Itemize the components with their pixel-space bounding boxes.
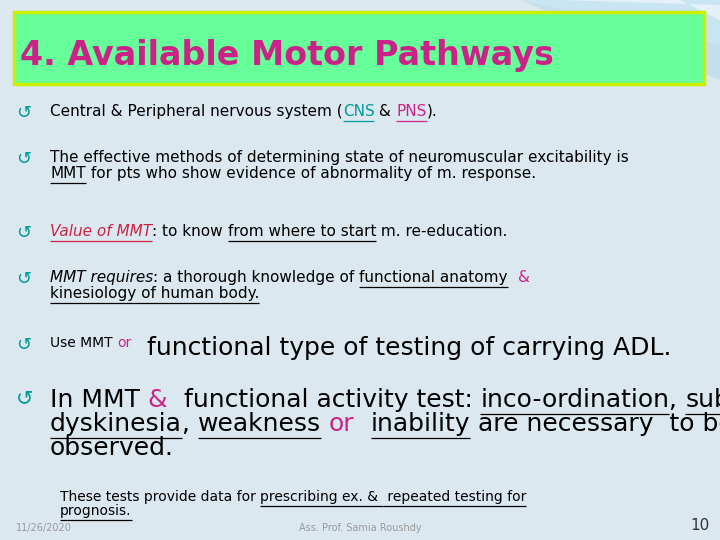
Text: Use MMT: Use MMT bbox=[50, 336, 117, 350]
Bar bbox=[14, 12, 704, 84]
Text: &: & bbox=[518, 270, 530, 285]
Text: prognosis.: prognosis. bbox=[60, 504, 132, 518]
Text: 10: 10 bbox=[690, 518, 710, 533]
Text: are necessary  to be: are necessary to be bbox=[470, 412, 720, 436]
Text: or: or bbox=[117, 336, 131, 350]
Text: from where to start: from where to start bbox=[228, 224, 376, 239]
Text: kinesiology of human body.: kinesiology of human body. bbox=[50, 286, 259, 301]
Text: ↺: ↺ bbox=[16, 270, 31, 288]
Text: MMT: MMT bbox=[50, 166, 86, 181]
Text: repeated testing for: repeated testing for bbox=[382, 490, 526, 504]
Text: Ass. Prof. Samia Roushdy: Ass. Prof. Samia Roushdy bbox=[299, 523, 421, 533]
Text: ↺: ↺ bbox=[16, 104, 31, 122]
Polygon shape bbox=[520, 0, 720, 45]
Polygon shape bbox=[400, 0, 720, 80]
Text: substitution: substitution bbox=[685, 388, 720, 412]
Text: m. re-education.: m. re-education. bbox=[376, 224, 508, 239]
Text: dyskinesia: dyskinesia bbox=[50, 412, 182, 436]
Text: 11/26/2020: 11/26/2020 bbox=[16, 523, 72, 533]
Text: ↺: ↺ bbox=[16, 150, 31, 168]
Text: : a thorough knowledge of: : a thorough knowledge of bbox=[153, 270, 359, 285]
Text: inability: inability bbox=[371, 412, 470, 436]
Text: for pts who show evidence of abnormality of m. response.: for pts who show evidence of abnormality… bbox=[86, 166, 536, 181]
Text: ↺: ↺ bbox=[16, 336, 31, 354]
Text: : to know: : to know bbox=[152, 224, 228, 239]
Text: &: & bbox=[374, 104, 396, 119]
Text: observed.: observed. bbox=[50, 436, 174, 460]
Text: ↺: ↺ bbox=[16, 388, 34, 408]
Text: These tests provide data for: These tests provide data for bbox=[60, 490, 260, 504]
Text: functional type of testing of carrying ADL.: functional type of testing of carrying A… bbox=[131, 336, 672, 360]
Text: ).: ). bbox=[426, 104, 437, 119]
Polygon shape bbox=[560, 0, 720, 20]
Text: functional anatomy: functional anatomy bbox=[359, 270, 508, 285]
Text: &: & bbox=[148, 388, 176, 412]
Text: ,: , bbox=[182, 412, 198, 436]
Text: ↺: ↺ bbox=[16, 224, 31, 242]
Text: MMT requires: MMT requires bbox=[50, 270, 153, 285]
Text: functional activity test:: functional activity test: bbox=[176, 388, 480, 412]
Text: In MMT: In MMT bbox=[50, 388, 148, 412]
Text: CNS: CNS bbox=[343, 104, 374, 119]
Text: weakness: weakness bbox=[198, 412, 321, 436]
Text: PNS: PNS bbox=[396, 104, 426, 119]
Text: ,: , bbox=[670, 388, 685, 412]
Text: prescribing ex. &: prescribing ex. & bbox=[260, 490, 382, 504]
Text: inco-ordination: inco-ordination bbox=[480, 388, 670, 412]
Text: The effective methods of determining state of neuromuscular excitability is: The effective methods of determining sta… bbox=[50, 150, 629, 165]
Text: Value of MMT: Value of MMT bbox=[50, 224, 152, 239]
Text: Central & Peripheral nervous system (: Central & Peripheral nervous system ( bbox=[50, 104, 343, 119]
Text: 4. Available Motor Pathways: 4. Available Motor Pathways bbox=[20, 39, 554, 72]
Text: or: or bbox=[329, 412, 355, 436]
